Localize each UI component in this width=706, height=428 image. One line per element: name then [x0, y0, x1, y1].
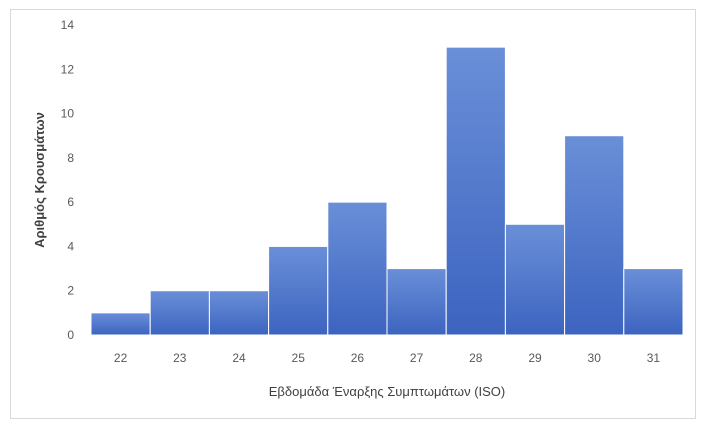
y-tick-label: 4	[67, 239, 74, 253]
x-tick-label: 27	[410, 351, 424, 365]
x-tick-label: 22	[114, 351, 128, 365]
y-axis-title: Αριθμός Κρουσμάτων	[32, 112, 47, 248]
bar-week-27	[386, 268, 447, 336]
y-tick-label: 12	[61, 62, 75, 76]
x-tick-label: 23	[173, 351, 187, 365]
bar-week-28	[445, 46, 506, 336]
bar-week-25	[268, 245, 329, 336]
x-tick-label: 30	[588, 351, 602, 365]
x-tick-label: 24	[232, 351, 246, 365]
y-tick-label: 0	[67, 328, 74, 342]
bar-week-22	[90, 312, 151, 336]
bar-week-31	[623, 268, 684, 336]
y-tick-label: 8	[67, 151, 74, 165]
x-tick-label: 28	[469, 351, 483, 365]
bar-week-23	[149, 290, 210, 336]
y-tick-label: 6	[67, 195, 74, 209]
x-tick-label: 31	[647, 351, 661, 365]
y-tick-label: 10	[61, 107, 75, 121]
x-tick-label: 26	[351, 351, 365, 365]
x-axis-ticks: 22 23 24 25 26 27 28 29 30 31	[114, 351, 660, 365]
y-tick-label: 2	[67, 284, 74, 298]
y-axis-ticks: 0 2 4 6 8 10 12 14	[61, 18, 75, 342]
x-tick-label: 25	[292, 351, 306, 365]
x-tick-label: 29	[528, 351, 542, 365]
bar-week-26	[327, 201, 388, 336]
bars	[90, 46, 684, 336]
bar-week-29	[504, 223, 566, 336]
x-axis-title: Εβδομάδα Έναρξης Συμπτωμάτων (ISO)	[269, 384, 506, 399]
y-tick-label: 14	[61, 18, 75, 32]
bar-week-30	[564, 135, 625, 336]
bar-week-24	[208, 290, 270, 336]
